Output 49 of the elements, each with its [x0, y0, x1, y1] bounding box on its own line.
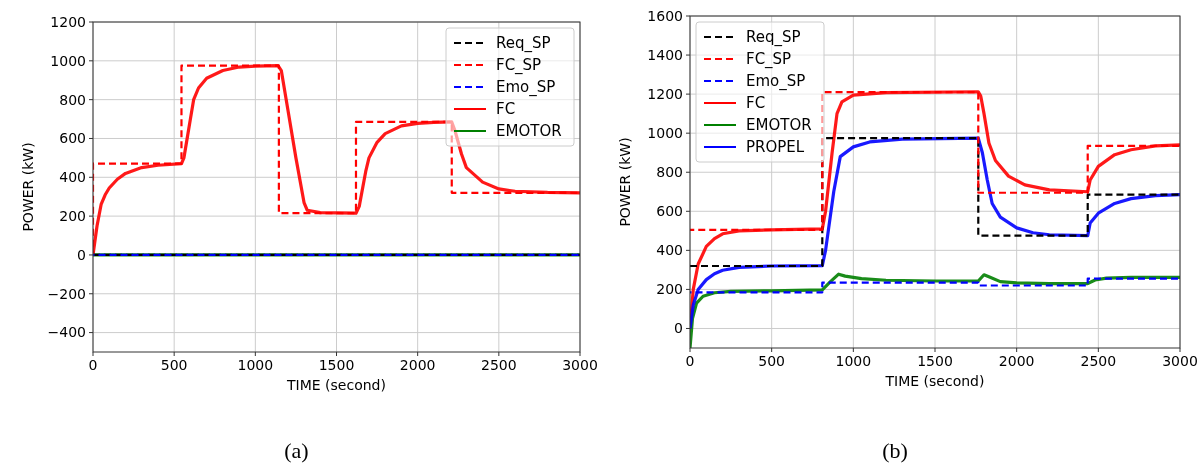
y-tick-label: 200	[656, 281, 683, 298]
x-tick-label: 2500	[1080, 353, 1117, 369]
x-tick-label: 1500	[318, 357, 355, 373]
x-axis-title: TIME (second)	[884, 373, 985, 389]
text: (b)	[882, 438, 908, 463]
y-tick-label: 800	[656, 164, 683, 181]
x-tick-label: 2000	[399, 357, 436, 373]
y-tick-label: 600	[656, 203, 683, 220]
x-tick-label: 500	[758, 353, 786, 369]
legend-label: Req_SP	[496, 34, 551, 54]
x-tick-label: 1000	[835, 353, 872, 369]
x-tick-label: 3000	[562, 357, 598, 373]
y-tick-label: 0	[77, 246, 86, 263]
y-tick-label: −200	[47, 285, 86, 302]
y-tick-label: 400	[59, 169, 86, 186]
x-tick-label: 3000	[1162, 353, 1198, 369]
y-tick-label: 1400	[647, 46, 683, 63]
x-axis-title: TIME (second)	[286, 377, 386, 393]
y-tick-label: 200	[59, 208, 86, 225]
legend-label: FC_SP	[496, 56, 542, 76]
y-tick-label: 600	[59, 130, 86, 147]
legend-label: Emo_SP	[496, 78, 556, 98]
y-tick-label: 1000	[647, 125, 683, 142]
y-tick-label: 800	[59, 91, 86, 108]
legend-label: FC	[496, 100, 516, 119]
legend-label: EMOTOR	[746, 116, 812, 135]
x-tick-label: 500	[160, 357, 188, 373]
legend-label: Req_SP	[746, 28, 801, 48]
y-tick-label: 1200	[647, 86, 683, 103]
legend-label: Emo_SP	[746, 72, 806, 92]
x-tick-label: 1500	[917, 353, 953, 369]
legend-label: EMOTOR	[496, 122, 562, 141]
legend-label: FC_SP	[746, 50, 792, 70]
y-tick-label: 0	[674, 320, 683, 337]
x-tick-label: 0	[88, 357, 98, 373]
x-tick-label: 2000	[998, 353, 1035, 369]
legend-label: PROPEL	[746, 138, 805, 157]
y-tick-label: 400	[656, 242, 683, 259]
y-axis-title: POWER (kW)	[20, 142, 36, 232]
y-axis-title: POWER (kW)	[617, 137, 633, 227]
y-tick-label: 1200	[50, 13, 86, 30]
y-tick-label: −400	[47, 324, 86, 341]
y-tick-label: 1000	[50, 52, 86, 69]
x-tick-label: 0	[685, 353, 695, 369]
x-tick-label: 1000	[237, 357, 274, 373]
text: (a)	[284, 438, 309, 463]
x-tick-label: 2500	[481, 357, 517, 373]
y-tick-label: 1600	[647, 7, 683, 24]
legend-label: FC	[746, 94, 766, 113]
